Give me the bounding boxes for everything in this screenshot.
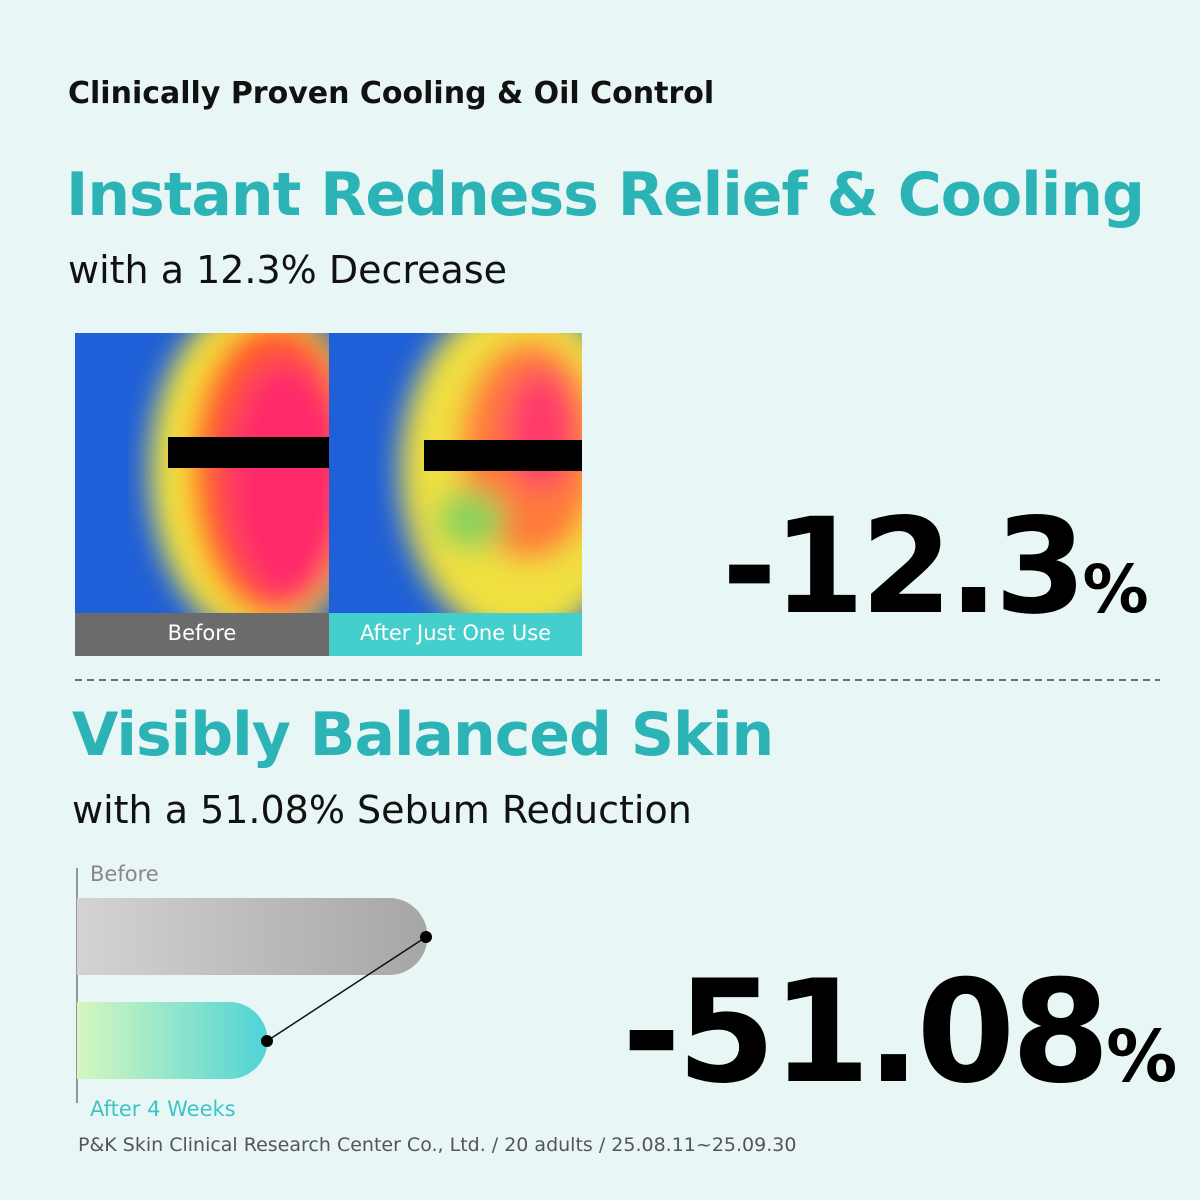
section-subtitle: with a 12.3% Decrease bbox=[68, 248, 508, 292]
thermal-before bbox=[75, 333, 329, 613]
header-title: Clinically Proven Cooling & Oil Control bbox=[68, 76, 715, 111]
bar-after bbox=[77, 1002, 268, 1079]
bar-label: After 4 Weeks bbox=[90, 1097, 236, 1121]
stat: -51.08% bbox=[622, 950, 1177, 1115]
dot bbox=[261, 1035, 273, 1047]
section-title: Visibly Balanced Skin bbox=[72, 700, 774, 770]
stat-unit: % bbox=[1106, 1015, 1178, 1098]
section-subtitle: with a 51.08% Sebum Reduction bbox=[72, 788, 692, 832]
label-bg-after bbox=[329, 613, 582, 656]
thermal-after bbox=[329, 333, 582, 613]
stat: -12.3% bbox=[722, 490, 1149, 644]
image-label: After Just One Use bbox=[359, 621, 552, 645]
stat-value: -12.3 bbox=[722, 490, 1086, 644]
label-bg-before bbox=[75, 613, 329, 656]
image-label: Before bbox=[167, 621, 237, 645]
connector bbox=[266, 936, 427, 1042]
stat-value: -51.08 bbox=[622, 950, 1110, 1115]
dot bbox=[420, 931, 432, 943]
section-title: Instant Redness Relief & Cooling bbox=[66, 160, 1145, 230]
stat-unit: % bbox=[1082, 551, 1149, 628]
bar-before bbox=[77, 898, 428, 975]
bar-label: Before bbox=[90, 862, 159, 886]
footnote: P&K Skin Clinical Research Center Co., L… bbox=[78, 1134, 797, 1156]
